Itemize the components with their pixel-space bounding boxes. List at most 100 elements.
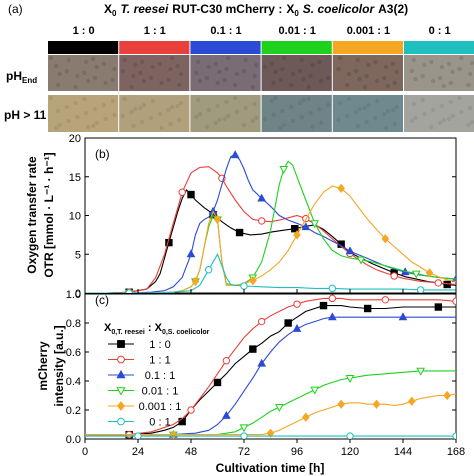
photo-ph-gt11 bbox=[261, 95, 332, 132]
ratio-label: 1 : 0 bbox=[73, 25, 95, 37]
legend-label: 1 : 1 bbox=[149, 355, 170, 367]
data-point bbox=[266, 428, 275, 438]
photo-ph-end bbox=[261, 55, 332, 91]
photo-texture bbox=[75, 73, 80, 79]
photo-texture bbox=[175, 103, 180, 109]
photo-texture bbox=[439, 64, 445, 70]
photo-ph-end bbox=[332, 55, 403, 91]
photo-texture bbox=[234, 71, 240, 77]
y-tick-label: 0.4 bbox=[66, 376, 81, 388]
series-1-0 bbox=[85, 301, 456, 439]
photo-texture bbox=[64, 68, 70, 74]
data-point bbox=[204, 266, 213, 274]
photo-texture bbox=[138, 105, 143, 111]
data-point bbox=[425, 268, 434, 278]
photo-texture bbox=[103, 80, 108, 86]
ratio-label: 0 : 1 bbox=[429, 25, 451, 37]
photo-texture bbox=[271, 80, 276, 86]
photo-texture bbox=[55, 82, 61, 88]
photo-texture bbox=[204, 75, 210, 81]
photo-texture bbox=[353, 109, 359, 115]
photo-texture bbox=[411, 57, 416, 63]
photo-texture bbox=[84, 59, 89, 65]
photo-texture bbox=[226, 55, 231, 61]
series-line bbox=[85, 253, 456, 293]
photo-texture bbox=[269, 98, 274, 104]
photo-texture bbox=[94, 120, 100, 126]
data-point bbox=[257, 193, 267, 202]
photo-texture bbox=[431, 78, 436, 84]
photo-texture bbox=[385, 108, 390, 114]
photo-texture bbox=[91, 56, 96, 62]
photo-texture bbox=[413, 76, 418, 82]
data-point bbox=[279, 165, 289, 174]
photo-texture bbox=[57, 71, 62, 77]
panel-c-plot-area bbox=[85, 294, 456, 439]
photo-texture bbox=[373, 59, 378, 65]
photo-texture bbox=[301, 76, 306, 82]
x-tick-label: 24 bbox=[132, 446, 144, 458]
ratio-color-bar bbox=[404, 41, 474, 54]
legend-title: X0,T. reesei : X0,S. coelicolor bbox=[104, 322, 210, 336]
photo-texture bbox=[450, 69, 455, 75]
data-point bbox=[213, 214, 222, 224]
photo-texture bbox=[382, 111, 387, 117]
data-point bbox=[222, 357, 231, 365]
x-tick-label: 168 bbox=[447, 446, 465, 458]
photo-texture bbox=[469, 60, 474, 66]
photo-texture bbox=[82, 70, 87, 76]
photo-texture bbox=[375, 98, 380, 104]
photo-texture bbox=[148, 75, 154, 81]
header-strain-2: A3(2) bbox=[378, 2, 408, 16]
panel-b-ylabel-line-2: OTR [mmol · L⁻¹ · h⁻¹] bbox=[42, 152, 56, 277]
photo-texture bbox=[226, 113, 231, 119]
x-tick-label: 48 bbox=[185, 446, 197, 458]
photo-texture bbox=[420, 97, 425, 103]
photo-texture bbox=[466, 122, 471, 128]
x-axis: 0 24 48 72 96 120 144 168 bbox=[82, 289, 465, 458]
photo-texture bbox=[301, 97, 306, 103]
photo-texture bbox=[362, 105, 367, 111]
photo-texture bbox=[262, 64, 267, 70]
ratio-label: 0.001 : 1 bbox=[347, 25, 390, 37]
panel-a-header: X0 T. reesei RUT-C30 mCherry : X0 S. coelico… bbox=[104, 2, 408, 18]
photo-texture bbox=[250, 118, 255, 124]
data-point bbox=[301, 222, 311, 231]
photo-texture bbox=[319, 78, 324, 84]
photo-texture bbox=[157, 61, 162, 67]
photo-texture bbox=[150, 98, 155, 104]
data-point bbox=[416, 367, 426, 376]
photo-texture bbox=[206, 107, 211, 113]
photo-texture bbox=[457, 95, 462, 101]
data-point bbox=[381, 234, 390, 244]
data-point bbox=[327, 312, 337, 321]
photo-texture bbox=[466, 82, 471, 88]
photo-texture bbox=[326, 75, 331, 81]
photo-texture bbox=[82, 96, 87, 102]
photo-texture bbox=[345, 82, 350, 88]
photo-texture bbox=[457, 66, 462, 72]
photo-texture bbox=[85, 124, 91, 130]
photo-texture bbox=[297, 68, 303, 74]
photo-texture bbox=[110, 77, 115, 83]
data-point bbox=[187, 406, 195, 414]
legend-label: 1 : 0 bbox=[149, 339, 170, 351]
photo-texture bbox=[54, 125, 59, 131]
photo-texture bbox=[413, 115, 418, 121]
photo-texture bbox=[196, 59, 201, 65]
y-tick-label: 0.2 bbox=[66, 405, 81, 417]
photo-texture bbox=[131, 123, 136, 129]
photo-texture bbox=[120, 113, 126, 119]
photo-texture bbox=[317, 106, 322, 112]
photo-texture bbox=[73, 84, 78, 90]
series-0-1 bbox=[85, 253, 456, 293]
data-point bbox=[328, 294, 337, 303]
ratio-color-bar bbox=[332, 41, 403, 54]
photo-ph-gt11 bbox=[48, 95, 119, 132]
photo-texture bbox=[133, 106, 138, 112]
data-point bbox=[346, 432, 354, 439]
photo-texture bbox=[422, 62, 427, 68]
photo-texture bbox=[224, 99, 229, 105]
data-point bbox=[117, 355, 125, 364]
